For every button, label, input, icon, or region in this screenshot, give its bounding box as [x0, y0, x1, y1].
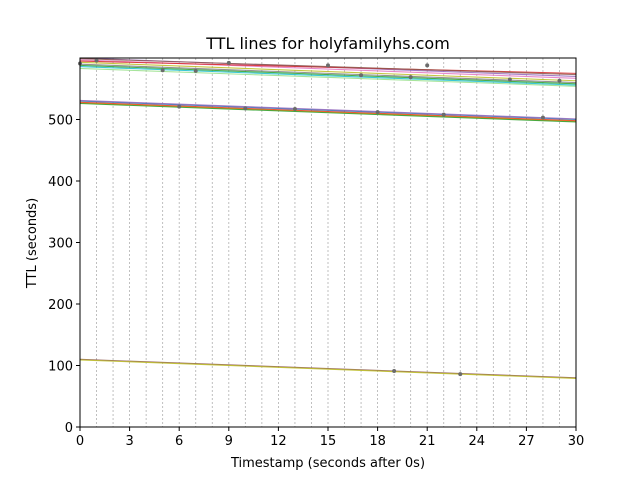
data-point — [226, 60, 231, 65]
series-line-6 — [79, 63, 577, 84]
data-point — [392, 369, 397, 374]
data-point — [425, 63, 430, 68]
x-tick-label: 30 — [568, 434, 585, 449]
series-line-5 — [79, 61, 577, 82]
data-point — [292, 107, 297, 112]
y-tick-label: 400 — [48, 175, 73, 190]
x-tick-label: 18 — [369, 434, 386, 449]
x-tick-label: 21 — [419, 434, 436, 449]
data-point — [540, 115, 545, 120]
series-line-16 — [79, 359, 577, 379]
data-point — [193, 68, 198, 73]
series-line-11 — [79, 99, 577, 120]
data-point — [243, 106, 248, 111]
series-line-10 — [79, 100, 577, 121]
series-line-12 — [79, 101, 577, 122]
x-tick-label: 12 — [270, 434, 287, 449]
x-axis-label: Timestamp (seconds after 0s) — [230, 456, 425, 471]
data-point — [359, 73, 364, 78]
y-axis-label: TTL (seconds) — [25, 198, 40, 289]
y-axis-ticks: 0 100 200 300 400 500 — [48, 114, 80, 436]
data-point — [160, 68, 165, 73]
chart-title: TTL lines for holyfamilyhs.com — [205, 34, 450, 53]
data-point — [458, 372, 463, 377]
data-point — [557, 78, 562, 83]
x-tick-label: 6 — [175, 434, 183, 449]
data-point — [507, 77, 512, 82]
data-point — [177, 104, 182, 109]
data-point — [94, 58, 99, 63]
x-tick-label: 3 — [125, 434, 133, 449]
x-tick-label: 0 — [76, 434, 84, 449]
series-line-15 — [79, 358, 577, 379]
y-tick-label: 200 — [48, 298, 73, 313]
data-points — [78, 58, 562, 377]
x-tick-label: 9 — [225, 434, 233, 449]
data-point — [326, 63, 330, 68]
data-point — [441, 112, 446, 117]
x-tick-label: 27 — [518, 434, 535, 449]
x-axis-ticks: 0 3 6 9 12 15 18 21 24 27 30 — [76, 427, 584, 449]
series-line-14 — [79, 102, 577, 123]
x-tick-label: 15 — [320, 434, 337, 449]
x-tick-label: 24 — [469, 434, 486, 449]
y-tick-label: 500 — [48, 114, 73, 129]
data-point — [408, 75, 413, 80]
y-tick-label: 100 — [48, 360, 73, 375]
data-point — [375, 110, 380, 115]
series-line-13 — [79, 102, 577, 122]
y-tick-label: 300 — [48, 237, 73, 252]
y-tick-label: 0 — [65, 421, 73, 436]
